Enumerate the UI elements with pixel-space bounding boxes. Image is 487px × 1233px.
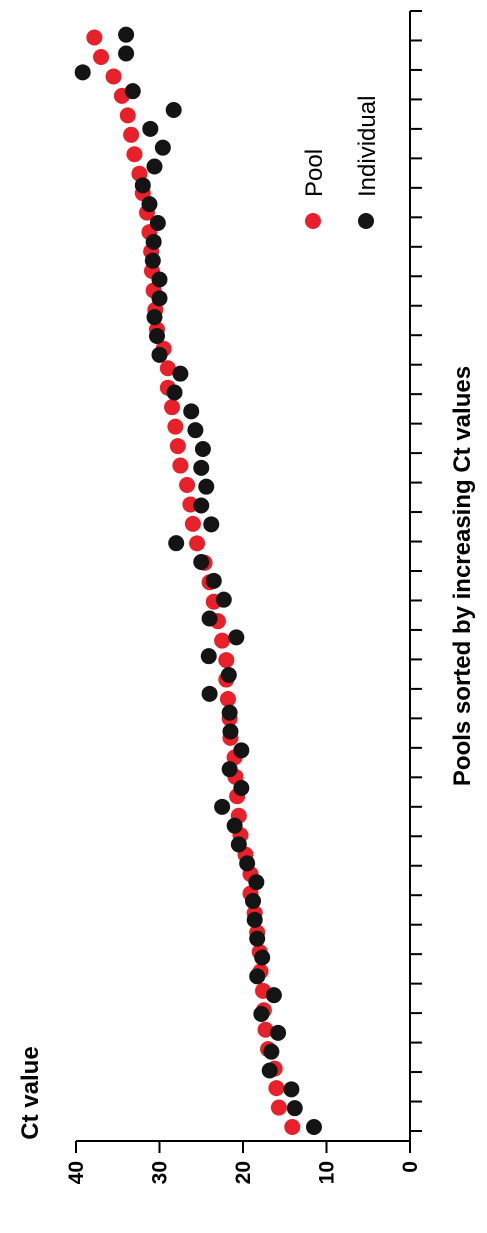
individual-point <box>248 874 265 891</box>
individual-point <box>172 365 189 382</box>
pool-point <box>284 1119 301 1135</box>
individual-point <box>283 1081 300 1098</box>
pool-point <box>164 399 181 416</box>
data-points <box>74 26 322 1135</box>
individual-point <box>270 1024 287 1041</box>
individual-point <box>221 761 238 778</box>
x-axis-ticks <box>410 10 422 1132</box>
pool-point <box>167 418 184 435</box>
individual-point <box>142 120 159 137</box>
individual-point <box>168 535 185 552</box>
individual-point <box>193 459 210 476</box>
individual-point <box>141 196 158 213</box>
legend: Pool Individual <box>301 96 381 229</box>
individual-point <box>146 158 163 175</box>
individual-point <box>200 648 217 665</box>
individual-point <box>305 1119 322 1135</box>
pool-point <box>184 515 201 532</box>
individual-point <box>151 271 168 288</box>
pool-point <box>219 690 236 707</box>
pool-point <box>214 632 231 649</box>
individual-point <box>146 309 163 326</box>
individual-point <box>249 930 266 947</box>
legend-label-individual: Individual <box>354 96 381 197</box>
y-tick-label: 20 <box>232 1161 255 1184</box>
individual-point <box>254 949 271 966</box>
individual-point <box>134 177 151 194</box>
individual-point <box>124 83 141 100</box>
pool-point <box>268 1080 285 1097</box>
individual-point <box>215 591 232 608</box>
y-tick-label: 0 <box>399 1161 422 1173</box>
individual-point <box>245 893 262 909</box>
individual-point <box>226 817 243 834</box>
pool-point <box>179 476 196 493</box>
individual-point <box>144 252 161 269</box>
legend-marker-pool <box>305 213 321 229</box>
individual-point <box>233 742 250 759</box>
individual-point <box>154 139 171 156</box>
individual-point <box>228 629 245 646</box>
individual-point <box>151 346 168 363</box>
individual-point <box>183 403 200 420</box>
individual-point <box>205 572 222 589</box>
pool-point <box>270 1099 287 1116</box>
individual-point <box>221 704 238 721</box>
individual-point <box>198 478 215 495</box>
individual-point <box>151 290 168 307</box>
individual-point <box>265 987 282 1004</box>
pool-point <box>218 652 235 669</box>
x-axis-label: Pools sorted by increasing Ct values <box>449 366 476 786</box>
individual-point <box>118 26 135 43</box>
pool-point <box>123 126 140 143</box>
individual-point <box>214 798 231 815</box>
individual-point <box>263 1043 280 1060</box>
individual-point <box>230 836 247 853</box>
individual-point <box>194 441 211 457</box>
individual-point <box>149 215 166 231</box>
pool-point <box>257 1021 274 1038</box>
individual-point <box>249 968 266 985</box>
individual-point <box>148 328 165 344</box>
individual-point <box>253 1006 270 1022</box>
pool-point <box>159 360 176 377</box>
individual-point <box>193 554 210 570</box>
individual-point <box>118 45 135 62</box>
pool-point <box>86 29 103 46</box>
y-tick-label: 30 <box>149 1161 172 1184</box>
y-axis-ticks: 0 10 20 30 40 <box>65 1141 422 1184</box>
individual-point <box>233 780 250 796</box>
individual-point <box>220 667 237 683</box>
legend-marker-individual <box>358 213 374 229</box>
y-tick-label: 10 <box>316 1161 339 1184</box>
individual-point <box>203 516 220 533</box>
legend-label-pool: Pool <box>301 149 328 197</box>
individual-point <box>145 233 162 250</box>
y-tick-label: 40 <box>65 1161 88 1184</box>
pool-point <box>93 48 110 65</box>
individual-point <box>201 685 218 702</box>
pool-point <box>169 438 186 455</box>
pool-point <box>105 68 122 85</box>
individual-point <box>261 1062 278 1079</box>
individual-point <box>286 1100 303 1117</box>
individual-point <box>187 422 204 439</box>
individual-point <box>201 610 218 627</box>
individual-point <box>193 497 210 514</box>
pool-point <box>126 146 143 163</box>
individual-point <box>74 64 91 81</box>
individual-point <box>166 384 183 401</box>
individual-point <box>246 911 263 928</box>
individual-point <box>239 855 256 872</box>
pool-point <box>172 457 189 474</box>
y-axis-label: Ct value <box>17 1046 44 1139</box>
pool-point <box>119 107 136 124</box>
pool-point <box>189 535 206 552</box>
individual-point <box>165 102 182 118</box>
individual-point <box>222 723 239 740</box>
